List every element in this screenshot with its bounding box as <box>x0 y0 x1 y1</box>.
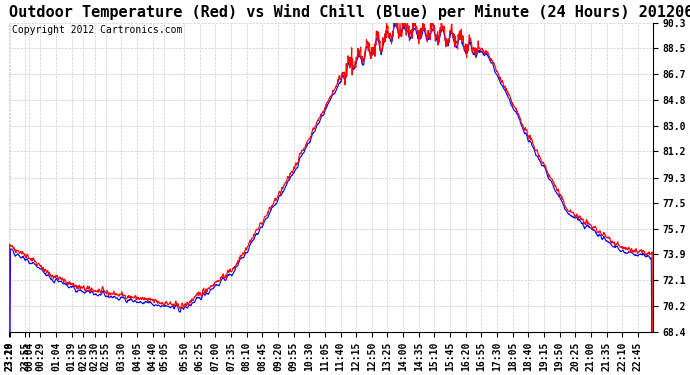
Text: Copyright 2012 Cartronics.com: Copyright 2012 Cartronics.com <box>12 26 182 36</box>
Text: Outdoor Temperature (Red) vs Wind Chill (Blue) per Minute (24 Hours) 20120609: Outdoor Temperature (Red) vs Wind Chill … <box>9 4 690 20</box>
